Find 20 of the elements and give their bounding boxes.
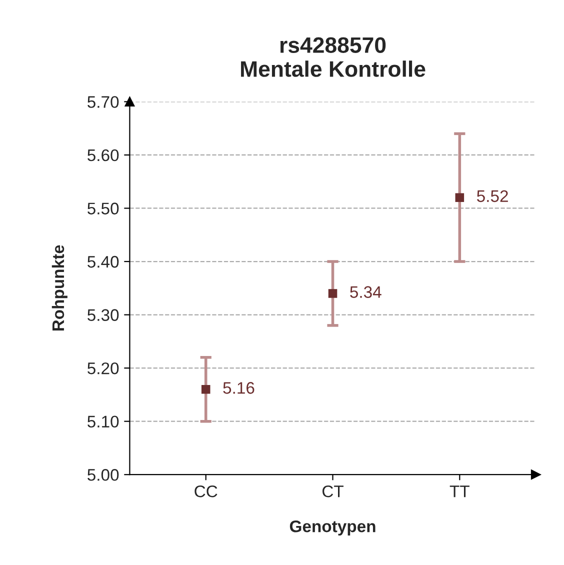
y-tick-label: 5.50 bbox=[88, 202, 119, 214]
y-tick-label: 5.70 bbox=[88, 96, 119, 108]
y-tick-label: 5.40 bbox=[88, 256, 119, 268]
point bbox=[455, 193, 464, 202]
point bbox=[328, 289, 338, 298]
chart-title: rs4288570 Mentale Kontrolle bbox=[241, 37, 426, 77]
y-tick-label: 5.00 bbox=[88, 469, 119, 481]
y-tick-label: 5.10 bbox=[88, 416, 119, 428]
y-tick-label: 5.30 bbox=[88, 309, 119, 321]
data-label: 5.34 bbox=[350, 286, 382, 298]
y-tick-label: 5.60 bbox=[88, 149, 119, 162]
point bbox=[201, 384, 210, 394]
y-tick-label: 5.20 bbox=[88, 362, 119, 374]
data-label: 5.52 bbox=[476, 190, 508, 202]
y-axis-title: Rohpunkte bbox=[52, 245, 68, 331]
x-tick-label: CT bbox=[322, 485, 344, 498]
x-axis-title: Genotypen bbox=[290, 520, 376, 536]
x-tick-label: TT bbox=[450, 486, 470, 498]
x-tick-label: CC bbox=[194, 485, 218, 498]
data-label: 5.16 bbox=[223, 382, 254, 394]
